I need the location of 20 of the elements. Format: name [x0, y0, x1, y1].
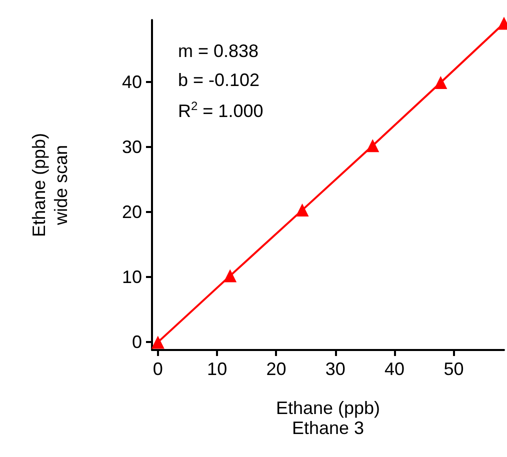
point: [151, 336, 164, 349]
x-tick-label: 40: [384, 359, 405, 379]
x-tick-label: 30: [325, 359, 346, 379]
point: [366, 139, 380, 152]
x-tick-label: 10: [207, 359, 228, 379]
x-axis-title: Ethane (ppb) Ethane 3: [276, 398, 380, 438]
point: [296, 204, 309, 217]
y-tick-label: 20: [122, 202, 142, 222]
y-axis-title: Ethane (ppb) wide scan: [29, 132, 71, 238]
point: [434, 76, 448, 89]
y-tick-label: 30: [122, 136, 142, 157]
x-tick-label: 20: [266, 359, 286, 379]
x-tick-label: 0: [152, 359, 163, 379]
x-tick-label: 50: [444, 359, 464, 379]
y-tick-label: 40: [122, 72, 142, 92]
y-tick-label: 10: [122, 267, 142, 288]
y-tick-label: 0: [132, 332, 142, 352]
annotation: m = 0.838: [178, 41, 259, 61]
annotation: b = -0.102: [178, 70, 260, 90]
point: [224, 269, 237, 282]
